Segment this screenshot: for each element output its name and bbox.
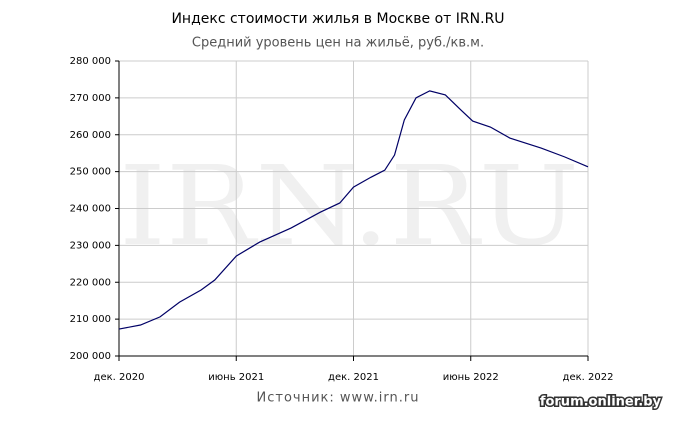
x-tick-label: дек. 2022 [563, 372, 614, 383]
y-tick-label: 250 000 [70, 167, 111, 178]
y-tick-label: 240 000 [70, 204, 111, 215]
watermark: IRN.RU [119, 142, 579, 270]
x-tick-label: дек. 2020 [94, 372, 145, 383]
line [118, 90, 589, 330]
y-tick-label: 200 000 [70, 351, 111, 362]
y-tick-label: 210 000 [70, 314, 111, 325]
y-tick-label: 270 000 [70, 93, 111, 104]
chart-subtitle: Средний уровень цен на жильё, руб./кв.м. [192, 36, 484, 51]
y-tick-label: 280 000 [70, 56, 111, 67]
source: Источник: www.irn.ru [257, 391, 420, 406]
x-tick-label: июнь 2022 [443, 372, 499, 383]
y-tick-label: 220 000 [70, 277, 111, 288]
credit: forum.onliner.by [540, 395, 662, 410]
chart-title: Индекс стоимости жилья в Москве от IRN.R… [171, 11, 504, 27]
x-tick-label: дек. 2021 [328, 372, 379, 383]
y-tick-label: 230 000 [70, 240, 111, 251]
x-tick-label: июнь 2021 [208, 372, 264, 383]
y-tick-label: 260 000 [70, 130, 111, 141]
